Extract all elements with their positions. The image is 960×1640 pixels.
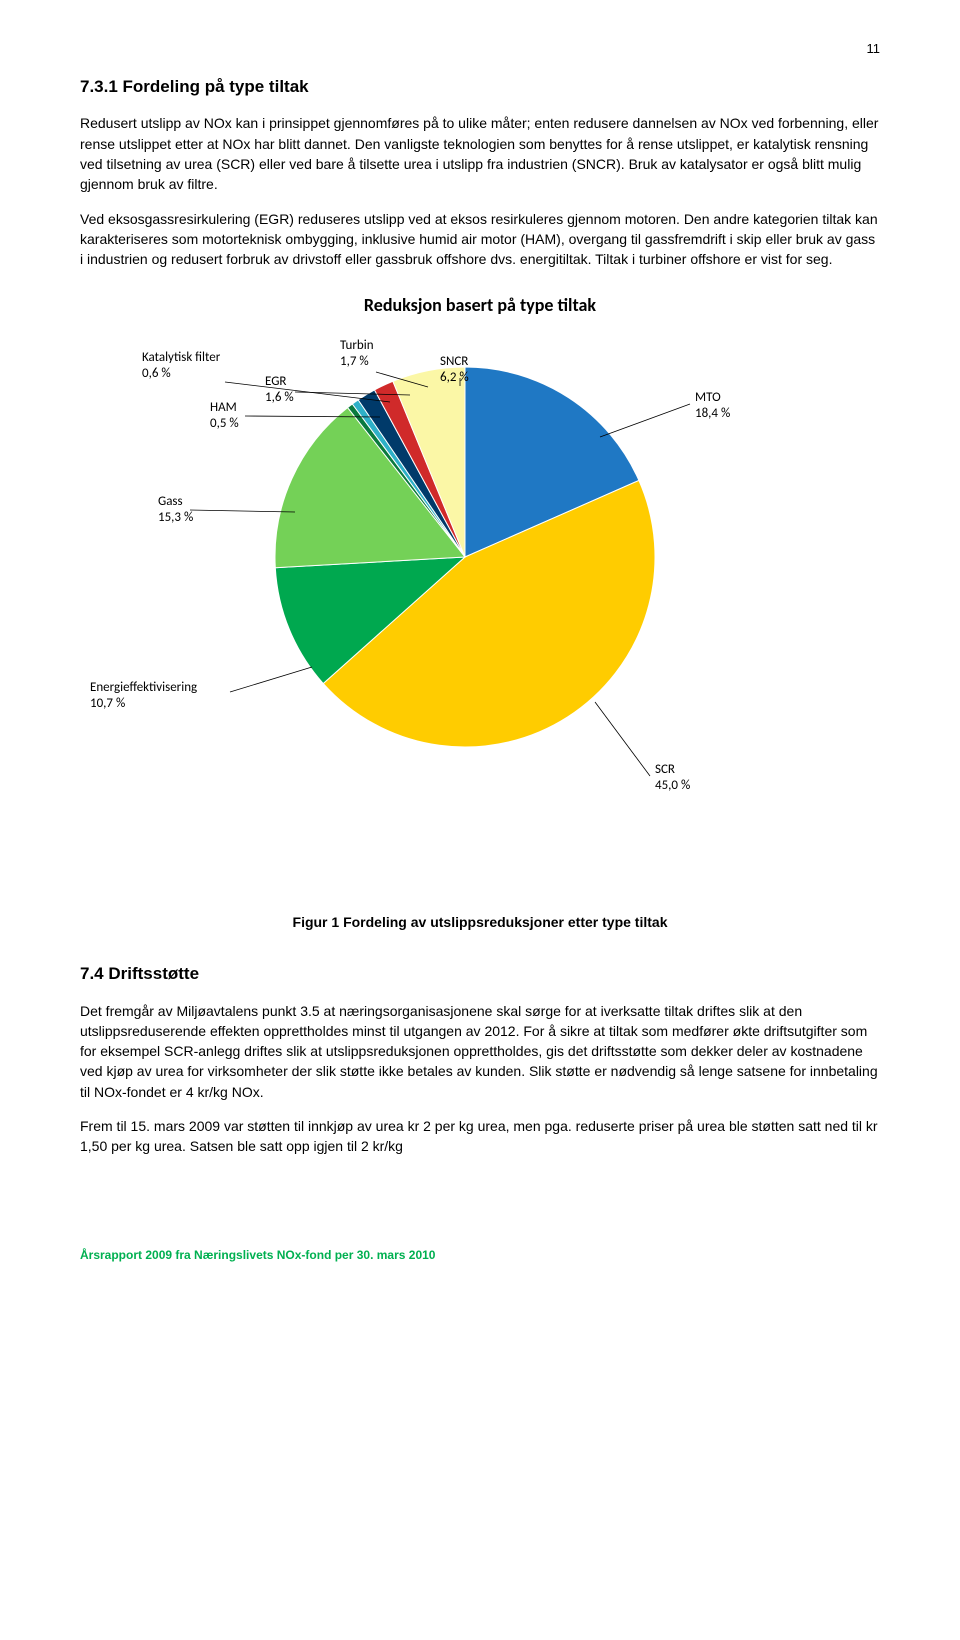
slice-label-name: Turbin: [340, 338, 374, 354]
slice-label-energieffektivisering: Energieffektivisering10,7 %: [90, 680, 197, 713]
leader-line: [190, 510, 295, 512]
leader-line: [600, 404, 690, 437]
pie-svg: [90, 332, 870, 872]
slice-label-name: Gass: [158, 494, 193, 510]
slice-label-name: HAM: [210, 400, 239, 416]
slice-label-sncr: SNCR6,2 %: [440, 354, 469, 387]
slice-label-katalytisk-filter: Katalytisk filter0,6 %: [142, 350, 220, 383]
slice-label-value: 1,6 %: [265, 390, 294, 406]
slice-label-scr: SCR45,0 %: [655, 762, 690, 795]
paragraph-3: Det fremgår av Miljøavtalens punkt 3.5 a…: [80, 1001, 880, 1102]
paragraph-4: Frem til 15. mars 2009 var støtten til i…: [80, 1116, 880, 1157]
slice-label-value: 0,5 %: [210, 416, 239, 432]
section-heading-7-4: 7.4 Driftsstøtte: [80, 962, 880, 987]
slice-label-name: SNCR: [440, 354, 469, 370]
paragraph-1: Redusert utslipp av NOx kan i prinsippet…: [80, 113, 880, 194]
pie-chart: MTO18,4 %SCR45,0 %Energieffektivisering1…: [90, 332, 870, 872]
page-number: 11: [80, 40, 880, 59]
slice-label-name: Energieffektivisering: [90, 680, 197, 696]
slice-label-name: EGR: [265, 374, 294, 390]
chart-title: Reduksjon basert på type tiltak: [80, 292, 880, 318]
slice-label-value: 6,2 %: [440, 370, 469, 386]
paragraph-2: Ved eksosgassresirkulering (EGR) reduser…: [80, 209, 880, 270]
slice-label-turbin: Turbin1,7 %: [340, 338, 374, 371]
slice-label-value: 1,7 %: [340, 354, 374, 370]
slice-label-value: 45,0 %: [655, 778, 690, 794]
slice-label-mto: MTO18,4 %: [695, 390, 730, 423]
leader-line: [230, 667, 312, 692]
figure-caption: Figur 1 Fordeling av utslippsreduksjoner…: [80, 912, 880, 932]
slice-label-gass: Gass15,3 %: [158, 494, 193, 527]
footer-text: Årsrapport 2009 fra Næringslivets NOx-fo…: [80, 1247, 880, 1264]
slice-label-ham: HAM0,5 %: [210, 400, 239, 433]
slice-label-name: MTO: [695, 390, 730, 406]
leader-line: [595, 702, 650, 776]
slice-label-value: 15,3 %: [158, 510, 193, 526]
slice-label-name: SCR: [655, 762, 690, 778]
slice-label-value: 18,4 %: [695, 406, 730, 422]
slice-label-value: 10,7 %: [90, 696, 197, 712]
section-heading-7-3-1: 7.3.1 Fordeling på type tiltak: [80, 75, 880, 100]
slice-label-egr: EGR1,6 %: [265, 374, 294, 407]
slice-label-name: Katalytisk filter: [142, 350, 220, 366]
slice-label-value: 0,6 %: [142, 366, 220, 382]
